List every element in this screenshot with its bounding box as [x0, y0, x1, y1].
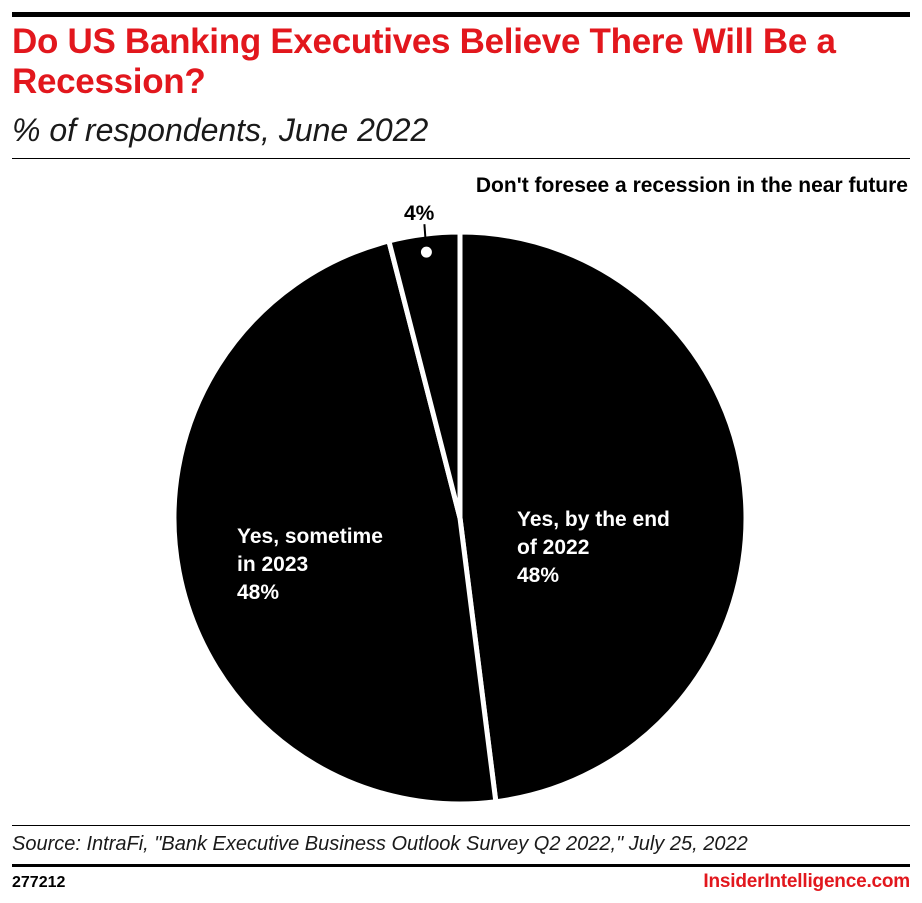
label-yes-2022: Yes, by the end of 2022 48% [517, 508, 670, 587]
chart-id: 277212 [12, 874, 66, 891]
chart-subtitle: % of respondents, June 2022 [12, 112, 429, 148]
label-no-recession: Don't foresee a recession in the near fu… [404, 174, 908, 225]
source-note: Source: IntraFi, "Bank Executive Busines… [12, 833, 748, 855]
footer-rule [12, 864, 910, 867]
slice-yes-2023 [171, 238, 499, 807]
label-yes-2023: Yes, sometime in 2023 48% [237, 525, 383, 604]
pie-chart: Yes, by the end of 2022 48% Yes, sometime in… [171, 174, 908, 807]
leader-dot [419, 245, 433, 259]
slice-yes-2022 [457, 229, 749, 805]
brand-logo-text[interactable]: InsiderIntelligence.com [703, 871, 910, 892]
top-rule [12, 12, 910, 17]
header-rule [12, 158, 910, 159]
source-rule [12, 825, 910, 826]
chart-title: Do US Banking Executives Believe There W… [12, 22, 836, 101]
